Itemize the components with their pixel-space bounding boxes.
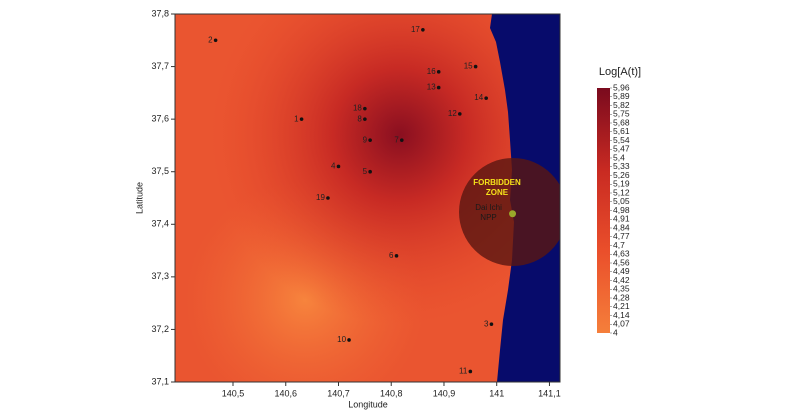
- point-label: 14: [474, 93, 483, 102]
- colorbar-tick-label: 4,7: [613, 240, 625, 250]
- sample-point: [436, 85, 441, 90]
- colorbar-tick-label: 5,19: [613, 179, 630, 189]
- point-label: 15: [464, 62, 473, 71]
- sample-point: [421, 27, 425, 32]
- sample-point: [368, 138, 372, 142]
- sample-point: [473, 64, 478, 69]
- sample-point: [468, 369, 473, 374]
- colorbar-tick-label: 5,05: [613, 196, 630, 206]
- colorbar-tick-label: 5,96: [613, 82, 630, 92]
- point-label: 17: [411, 25, 420, 34]
- point-label: 12: [448, 109, 457, 118]
- y-tick-label: 37,2: [151, 324, 169, 334]
- colorbar-tick-label: 4,07: [613, 319, 630, 329]
- point-label: 2: [208, 35, 213, 44]
- colorbar-tick-label: 4,77: [613, 231, 630, 241]
- y-tick-label: 37,3: [151, 271, 169, 281]
- npp-label: Dai Ichi: [475, 203, 502, 212]
- plot-frame: [174, 13, 561, 383]
- point-label: 1: [294, 114, 299, 123]
- point-label: 19: [316, 193, 325, 202]
- sample-point: [368, 169, 372, 174]
- sample-point: [457, 112, 462, 116]
- point-label: 10: [337, 335, 346, 344]
- sample-point: [399, 138, 404, 142]
- x-tick-label: 140,5: [222, 388, 245, 398]
- sample-point: [363, 106, 367, 111]
- y-tick-label: 37,5: [151, 166, 169, 176]
- zone-label: FORBIDDEN: [473, 178, 521, 187]
- colorbar-tick-label: 4,35: [613, 284, 630, 294]
- point-label: 7: [394, 135, 399, 144]
- sample-point: [326, 196, 330, 200]
- zone-label: ZONE: [486, 188, 509, 197]
- x-tick-label: 141: [489, 388, 504, 398]
- colorbar-tick-label: 4,21: [613, 301, 630, 311]
- sample-point: [394, 254, 399, 258]
- point-label: 13: [427, 83, 436, 92]
- colorbar-tick-label: 5,33: [613, 161, 630, 171]
- colorbar-tick-label: 5,75: [613, 109, 630, 119]
- sample-point: [484, 96, 488, 100]
- colorbar-tick-label: 4,56: [613, 257, 630, 267]
- colorbar-tick-label: 4: [613, 327, 618, 337]
- sample-point: [213, 38, 218, 43]
- colorbar-tick-label: 4,63: [613, 249, 630, 259]
- point-label: 18: [353, 104, 362, 113]
- colorbar-tick-label: 5,61: [613, 126, 630, 136]
- x-tick-label: 140,7: [327, 388, 350, 398]
- sample-point: [336, 164, 341, 169]
- point-label: 5: [363, 167, 368, 176]
- colorbar-tick-label: 5,68: [613, 117, 630, 127]
- point-label: 6: [389, 251, 394, 260]
- colorbar: [597, 88, 610, 333]
- colorbar-tick-label: 5,12: [613, 187, 630, 197]
- colorbar-tick-label: 4,49: [613, 266, 630, 276]
- sample-point: [347, 338, 351, 342]
- colorbar-tick-label: 4,14: [613, 310, 630, 320]
- colorbar-tick-label: 5,4: [613, 152, 625, 162]
- sample-point: [436, 70, 441, 74]
- colorbar-tick-label: 4,91: [613, 214, 630, 224]
- colorbar-tick-label: 5,47: [613, 144, 630, 154]
- x-tick-label: 140,8: [380, 388, 403, 398]
- point-label: 3: [484, 319, 489, 328]
- x-tick-label: 140,9: [433, 388, 456, 398]
- point-label: 11: [459, 367, 468, 376]
- sample-point: [489, 322, 494, 326]
- colorbar-tick-label: 5,26: [613, 170, 630, 180]
- forbidden-zone: [459, 158, 560, 266]
- colorbar-tick-label: 5,82: [613, 100, 630, 110]
- point-label: 4: [331, 162, 336, 171]
- x-tick-label: 140,6: [274, 388, 297, 398]
- colorbar-tick-label: 4,28: [613, 292, 630, 302]
- point-label: 9: [363, 135, 368, 144]
- x-tick-label: 141,1: [538, 388, 561, 398]
- colorbar-tick-label: 5,54: [613, 135, 630, 145]
- y-tick-label: 37,7: [151, 61, 169, 71]
- colorbar-tick-label: 5,89: [613, 91, 630, 101]
- colorbar-title: Log[A(t)]: [599, 66, 641, 78]
- x-axis-title: Longitude: [348, 399, 388, 409]
- colorbar-tick-label: 4,98: [613, 205, 630, 215]
- y-tick-label: 37,1: [151, 376, 169, 386]
- y-tick-label: 37,8: [151, 8, 169, 18]
- y-tick-label: 37,6: [151, 114, 169, 124]
- y-tick-label: 37,4: [151, 219, 169, 229]
- point-label: 8: [357, 114, 362, 123]
- colorbar-tick-label: 4,84: [613, 222, 630, 232]
- npp-label: NPP: [480, 213, 496, 222]
- y-axis-title: Latitude: [134, 182, 144, 214]
- sample-point: [299, 117, 304, 121]
- colorbar-tick-label: 4,42: [613, 275, 630, 285]
- heatmap: [175, 14, 560, 382]
- sample-point: [363, 117, 367, 121]
- npp-marker: [509, 210, 517, 218]
- point-label: 16: [427, 67, 436, 76]
